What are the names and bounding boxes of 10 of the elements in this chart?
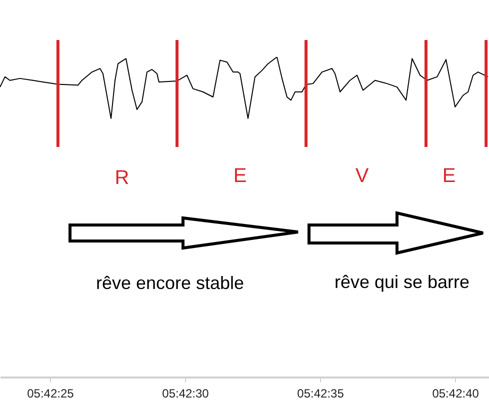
annotation: E bbox=[442, 165, 456, 187]
annotation: rêve encore stable bbox=[96, 273, 244, 293]
x-tick-label: 05:42:30 bbox=[162, 386, 210, 400]
annotation: rêve qui se barre bbox=[334, 272, 470, 292]
x-tick-label: 05:42:35 bbox=[297, 386, 344, 400]
annotation: V bbox=[355, 165, 370, 187]
annotation: E bbox=[233, 165, 247, 187]
annotation: R bbox=[114, 167, 130, 189]
x-tick-label: 05:42:25 bbox=[27, 386, 74, 400]
x-tick-label: 05:42:40 bbox=[432, 386, 480, 400]
